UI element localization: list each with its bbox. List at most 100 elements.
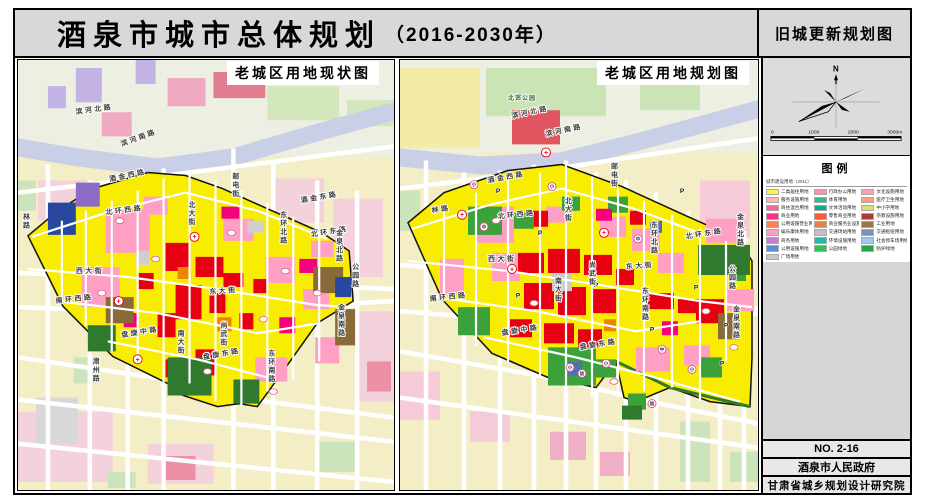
street-label: 公园路 — [728, 265, 736, 291]
area-label: 北郊公园 — [508, 94, 536, 102]
legend-item: 零售商业用地 — [813, 213, 860, 220]
legend-label: 商业用地 — [781, 213, 800, 219]
legend-column: 文化设施用地 医疗卫生用地 中小学用地 宗教设施用地 工业用地 交通枢纽用地 社会停车场用地… — [861, 188, 907, 262]
legend-swatch — [861, 237, 875, 244]
school-icon: 小 — [469, 180, 479, 190]
street-label: 南大街 — [555, 276, 563, 302]
legend-item: 交通场站用地 — [813, 229, 860, 236]
school-icon: 中 — [479, 222, 489, 232]
legend-swatch — [861, 204, 875, 212]
street-label: 金泉南路 — [732, 304, 741, 339]
svg-text:小: 小 — [568, 364, 573, 371]
legend-label: 宗教设施用地 — [876, 213, 904, 219]
legend-item: 行政办公用地 — [813, 188, 860, 196]
legend-item: 二类居住用地 — [766, 188, 812, 196]
legend-swatch — [766, 237, 779, 244]
legend-swatch — [766, 204, 779, 212]
legend-label: 商务用地 — [781, 237, 800, 243]
svg-text:中: 中 — [636, 235, 641, 242]
parking-icon: P — [593, 282, 599, 290]
legend-label: 公用设施营业网点用地 — [781, 221, 812, 227]
parcel-number-ovals — [491, 217, 739, 385]
map-title-planned: 老城区用地规划图 — [597, 61, 749, 85]
legend-item: 中小学用地 — [861, 204, 907, 212]
svg-text:+: + — [602, 230, 606, 237]
hospital-icon: + — [507, 263, 517, 274]
legend-label: 交通场站用地 — [828, 229, 857, 235]
institute-name: 甘肃省城乡规划设计研究院 — [763, 475, 910, 493]
hospital-icon: + — [132, 354, 143, 365]
svg-text:P: P — [496, 188, 501, 195]
school-icon: 小 — [547, 182, 557, 192]
map-planned-frame[interactable]: + + + + 中中中小小小小小幼幼 P P P P P P P P P 北郊公园 滨河北路 滨河南路 酒金西路… — [399, 59, 759, 491]
parking-icon: P — [515, 292, 521, 300]
legend-item: 交通枢纽用地 — [861, 229, 907, 236]
hospital-icon: + — [541, 147, 551, 158]
school-icon: 中 — [633, 234, 643, 244]
legend-label: 社会停车场用地 — [876, 237, 908, 243]
school-icon: 幼 — [647, 399, 657, 409]
map-panel-current: + + + 滨河北路 滨河南路 酒金西路 酒金东路 邮电街 北环西路 北大街 东环北路 北环东路 西大… — [15, 58, 397, 493]
svg-text:小: 小 — [550, 183, 555, 190]
legend-label: 零售商业用地 — [828, 213, 857, 219]
page-title: 酒泉市城市总体规划 — [57, 20, 382, 52]
svg-text:P: P — [594, 282, 599, 289]
school-icon: 幼 — [577, 368, 587, 378]
legend-item: 公用设施营业网点用地 — [766, 221, 812, 228]
legend-item: 宗教设施用地 — [861, 213, 907, 220]
legend-label: 行政办公用地 — [828, 189, 857, 194]
legend-label: 文化设施用地 — [876, 189, 904, 194]
legend-swatch — [861, 213, 875, 220]
legend-label: 娱乐康体用地 — [781, 229, 809, 235]
legend-swatch — [766, 188, 779, 196]
svg-text:P: P — [538, 230, 543, 237]
legend-item: 社会停车场用地 — [861, 237, 907, 244]
legend-item: 体育用地 — [813, 196, 860, 204]
parking-icon: P — [495, 187, 501, 195]
legend-swatch — [813, 221, 827, 228]
corner-cell: 旧城更新规划图 — [757, 10, 910, 56]
legend-swatch — [766, 253, 779, 260]
svg-text:P: P — [680, 188, 685, 195]
svg-text:P: P — [724, 322, 729, 329]
hospital-icon: + — [113, 296, 124, 307]
legend-item: 文化设施用地 — [861, 188, 907, 196]
title-area: 酒泉市城市总体规划 （2016-2030年） — [15, 10, 757, 56]
school-icon: 小 — [687, 364, 697, 374]
legend-label: 中小学用地 — [876, 205, 900, 211]
sidebar: N 0 1000 2000 3000m — [761, 58, 910, 493]
north-label: N — [833, 64, 839, 73]
street-label: 东环北路 — [650, 220, 658, 255]
sheet-content: + + + 滨河北路 滨河南路 酒金西路 酒金东路 邮电街 北环西路 北大街 东环北路 北环东路 西大… — [15, 58, 910, 493]
legend-item: 公园绿地 — [813, 245, 860, 252]
legend-label: 工业用地 — [876, 221, 895, 227]
map-current-frame[interactable]: + + + 滨河北路 滨河南路 酒金西路 酒金东路 邮电街 北环西路 北大街 东环北路 北环东路 西大… — [17, 59, 395, 491]
legend-subtitle: 城市建设用地（2011） — [766, 179, 907, 187]
legend-swatch — [766, 245, 779, 252]
legend-columns: 二类居住用地服务设施用地商住混合用地商业用地公用设施营业网点用地娱乐康体用地商务… — [766, 188, 907, 262]
legend-swatch — [766, 196, 779, 204]
legend-item: 商住混合用地 — [766, 204, 812, 212]
parking-icon: P — [679, 187, 685, 195]
svg-text:小: 小 — [472, 181, 477, 188]
svg-text:1000: 1000 — [808, 130, 819, 136]
legend-swatch — [766, 221, 779, 228]
legend-column: 二类居住用地服务设施用地商住混合用地商业用地公用设施营业网点用地娱乐康体用地商务… — [766, 188, 812, 262]
street-label: 邮电街 — [611, 162, 619, 188]
svg-text:+: + — [510, 266, 514, 273]
street-label: 尚武街 — [589, 260, 597, 286]
svg-text:幼: 幼 — [580, 370, 585, 377]
legend-swatch — [813, 245, 827, 252]
page-subtitle: （2016-2030年） — [385, 24, 557, 46]
legend-swatch — [813, 237, 827, 244]
street-label: 金泉北路 — [335, 228, 344, 263]
legend-item: 服务设施用地 — [766, 196, 812, 204]
parking-icon: P — [693, 284, 699, 292]
legend-item: 公用设施用地 — [766, 245, 812, 252]
legend-label: 服务设施用地 — [781, 197, 809, 203]
legend-label: 二类居住用地 — [781, 189, 809, 194]
parking-icon: P — [719, 360, 725, 368]
